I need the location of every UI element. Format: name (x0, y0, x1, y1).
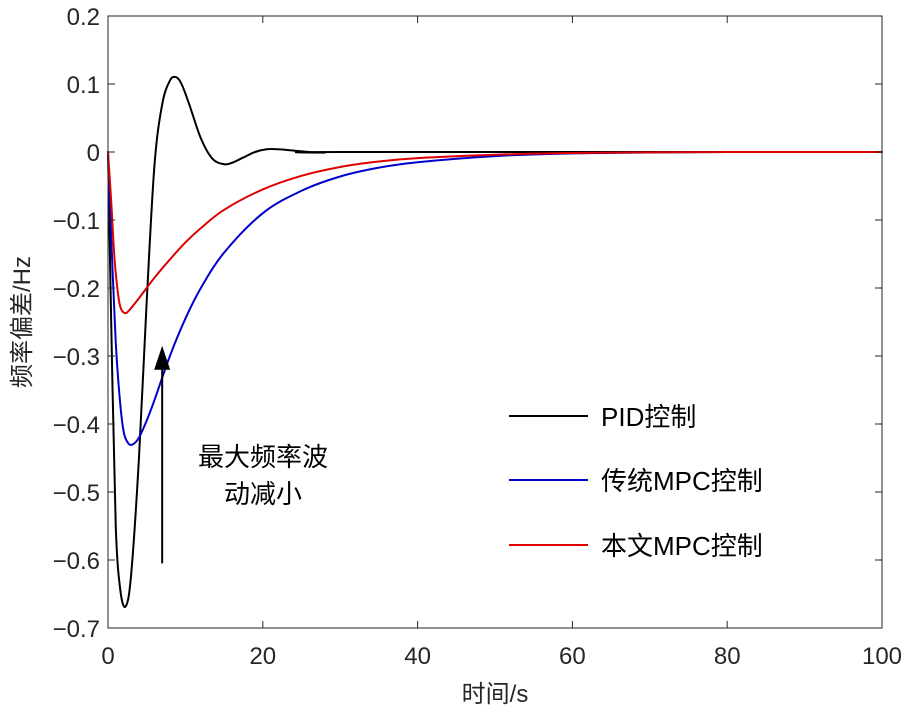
x-axis-label: 时间/s (462, 681, 529, 708)
x-tick-label: 60 (559, 643, 586, 670)
x-tick-label: 80 (714, 643, 741, 670)
y-tick-label: −0.4 (53, 412, 100, 439)
y-tick-label: −0.3 (53, 344, 100, 371)
y-tick-label: 0.2 (67, 4, 100, 31)
x-tick-label: 100 (862, 643, 902, 670)
y-axis-label: 频率偏差/Hz (9, 256, 36, 388)
annotation-layer: 最大频率波 动减小 (154, 345, 328, 564)
y-tick-label: −0.7 (53, 616, 100, 643)
y-tick-label: −0.5 (53, 480, 100, 507)
annotation-text-line-1: 最大频率波 (198, 442, 328, 472)
x-tick-label: 0 (101, 643, 114, 670)
legend-label: PID控制 (601, 402, 696, 432)
ticks-layer: 0 20 40 60 80 100 0.2 0.1 0 −0.1 −0.2 −0.3 −0.4 −0.5 −… (53, 4, 902, 670)
legend-label: 传统MPC控制 (601, 466, 763, 496)
y-tick-label: 0.1 (67, 72, 100, 99)
y-tick-label: −0.1 (53, 208, 100, 235)
x-tick-label: 20 (249, 643, 276, 670)
series-layer (107, 75, 883, 608)
annotation-text-line-2: 动减小 (224, 479, 302, 509)
y-tick-label: −0.6 (53, 548, 100, 575)
legend-label: 本文MPC控制 (601, 531, 763, 561)
y-tick-label: 0 (87, 140, 100, 167)
x-tick-label: 40 (404, 643, 431, 670)
series-line-proposed-mpc (107, 150, 883, 315)
series-line-pid (107, 75, 883, 608)
annotation-arrow-head (154, 345, 171, 370)
y-tick-label: −0.2 (53, 276, 100, 303)
plot-frame (107, 15, 883, 629)
